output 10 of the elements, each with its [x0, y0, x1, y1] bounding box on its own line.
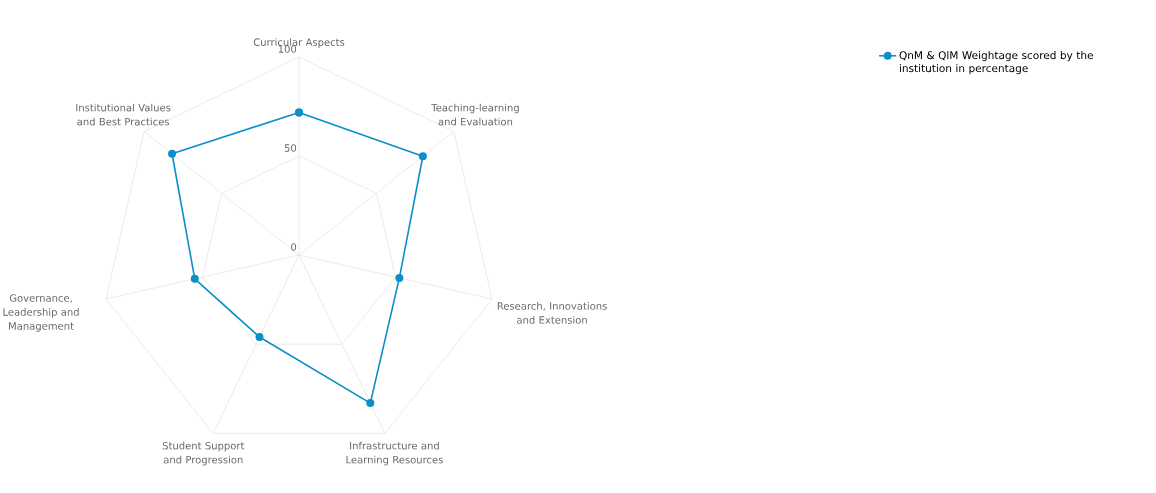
- spoke-label: Governance, Leadership and Management: [3, 294, 79, 332]
- spoke-label: Student Support and Progression: [162, 441, 245, 466]
- legend-label: QnM & QlM Weightage scored by the institution in percentage: [899, 51, 1093, 75]
- spoke-label: Research, Innovations and Extension: [497, 302, 607, 324]
- y-tick-label: 100: [278, 45, 297, 53]
- y-tick-label: 50: [284, 144, 297, 152]
- spoke-label: Infrastructure and Learning Resources: [346, 441, 443, 466]
- spoke-label: Teaching-learning and Evaluation: [431, 103, 519, 126]
- spoke-label: Institutional Values and Best Practices: [76, 103, 171, 126]
- y-tick-label: 0: [291, 243, 297, 251]
